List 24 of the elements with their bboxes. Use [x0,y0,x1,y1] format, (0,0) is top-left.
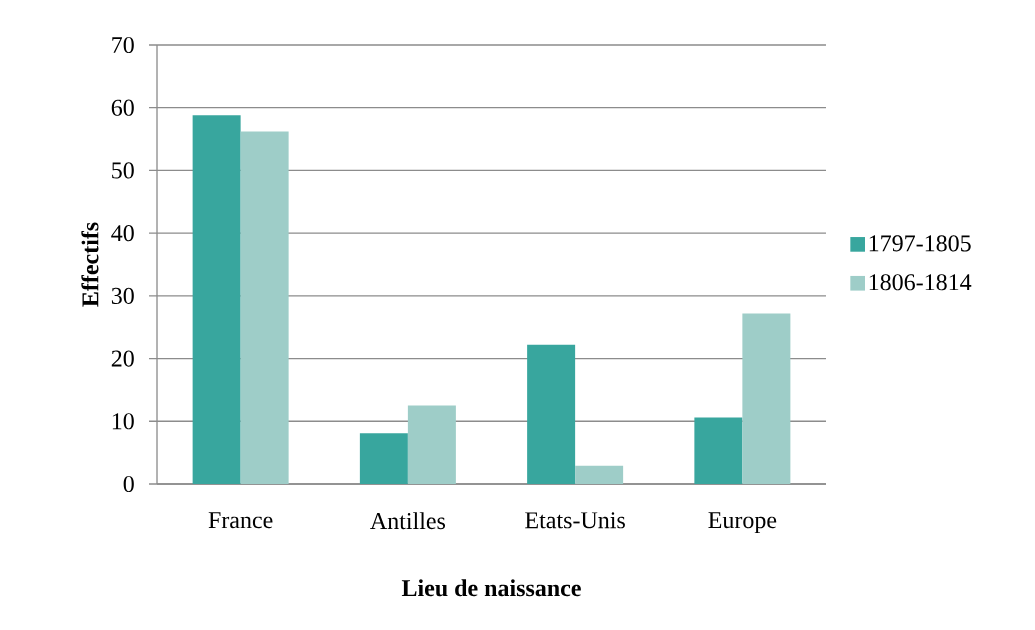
bar [527,344,576,484]
bar [407,405,456,484]
y-axis-title: Effectifs [81,222,99,307]
bar [359,433,408,484]
x-axis-title: Lieu de naissance [401,579,581,597]
bar [575,465,624,484]
y-tick-label: 60 [111,99,134,116]
legend-label: 1797-1805 [869,235,971,252]
y-tick-label: 70 [112,36,134,54]
y-tick-label: 50 [112,162,134,179]
bar [240,131,289,484]
bar [694,417,743,484]
x-tick-label: Antilles [370,512,446,530]
x-tick-label: Europe [708,512,777,534]
legend-label: 1806-1814 [869,274,972,291]
y-tick-label: 10 [112,413,134,430]
y-tick-label: 40 [111,225,134,242]
x-tick-label: France [208,512,273,529]
x-tick-label: Etats-Unis [525,512,625,529]
y-tick-label: 20 [111,350,134,367]
y-tick-label: 0 [123,475,134,493]
bar [192,115,241,484]
bar [742,313,791,484]
y-tick-label: 30 [111,287,134,304]
